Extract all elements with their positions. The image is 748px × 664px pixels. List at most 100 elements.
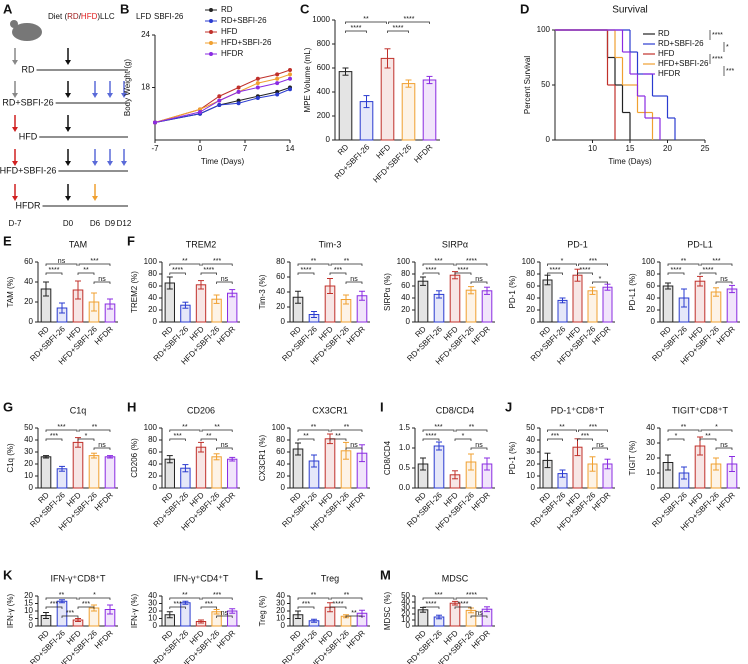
y-tick-label: 20 — [526, 305, 535, 314]
sig-label: ns — [58, 258, 66, 265]
x-axis-label: Time (Days) — [201, 157, 245, 166]
y-axis-label: C1q (%) — [6, 443, 15, 473]
panel-letter: A — [3, 1, 13, 16]
sig-label: *** — [213, 592, 221, 599]
y-tick-label: 24 — [141, 30, 150, 39]
y-axis-label: SIRPα (%) — [383, 273, 392, 311]
bar — [694, 280, 706, 323]
sig-label: **** — [404, 16, 415, 23]
y-tick-label: 10 — [24, 471, 33, 480]
sig-bracket — [345, 30, 367, 33]
y-axis-label: MPE Volume (mL) — [303, 47, 312, 112]
sig-bracket — [329, 438, 347, 441]
x-tick-label: HFDR — [93, 324, 115, 346]
sig-bracket — [169, 263, 201, 266]
panel-title: Treg — [321, 573, 339, 583]
y-tick-label: 30 — [646, 438, 655, 447]
panel-title: IFN-γ⁺CD8⁺T — [51, 573, 107, 583]
marker — [255, 85, 260, 90]
arrow-head — [12, 196, 18, 201]
sig-label: ns — [475, 442, 483, 449]
sig-label: ** — [344, 424, 350, 431]
y-tick-label: 20 — [24, 591, 33, 600]
y-tick-label: 100 — [522, 257, 536, 266]
y-tick-label: 40 — [526, 435, 535, 444]
y-axis-label: CX3CR1 (%) — [258, 435, 267, 482]
bar — [417, 280, 429, 323]
x-tick-label: 10 — [588, 144, 597, 153]
marker — [288, 68, 292, 72]
y-tick-label: 60 — [401, 281, 410, 290]
y-tick-label: 40 — [526, 293, 535, 302]
sig-label: ** — [559, 424, 565, 431]
y-tick-label: 10 — [646, 468, 655, 477]
y-tick-label: 0 — [281, 317, 286, 326]
y-tick-label: 0 — [651, 317, 656, 326]
panel-letter: M — [380, 567, 391, 582]
y-tick-label: 0 — [651, 483, 656, 492]
sig-label: * — [715, 424, 718, 431]
y-tick-label: 20 — [276, 606, 285, 615]
bar — [164, 458, 175, 489]
sig-label: *** — [334, 267, 342, 274]
sig-bracket — [422, 438, 440, 441]
sig-label: **** — [333, 601, 344, 608]
sig-label: *** — [205, 601, 213, 608]
y-tick-label: 50 — [401, 591, 410, 600]
y-tick-label: 100 — [272, 423, 286, 432]
sig-bracket — [45, 263, 78, 266]
sig-label: * — [675, 433, 678, 440]
sig-label: *** — [434, 592, 442, 599]
sig-label: *** — [589, 258, 597, 265]
sig-label: *** — [174, 433, 182, 440]
sig-label: **** — [301, 267, 312, 274]
y-tick-label: 1.5 — [399, 423, 411, 432]
sig-bracket — [297, 429, 330, 432]
sig-label: *** — [82, 601, 90, 608]
panel-title: TIGIT⁺CD8⁺T — [672, 405, 729, 415]
sig-label: * — [85, 433, 88, 440]
bar — [380, 57, 395, 141]
x-tick-label: HFDR — [412, 142, 434, 164]
y-tick-label: 20 — [646, 453, 655, 462]
day-label: D12 — [117, 219, 132, 228]
marker — [255, 76, 260, 81]
legend-label: RD — [658, 29, 670, 38]
y-tick-label: 800 — [317, 39, 331, 48]
panel-title: TAM — [69, 239, 87, 249]
y-tick-label: 30 — [148, 599, 157, 608]
y-tick-label: 10 — [276, 614, 285, 623]
bar — [227, 292, 238, 323]
diet-rd: RD — [67, 12, 79, 21]
sig-bracket — [387, 30, 409, 33]
bar — [195, 446, 207, 489]
sig-label: ** — [206, 433, 212, 440]
sig-label: **** — [393, 25, 404, 32]
sig-label: ** — [335, 433, 341, 440]
marker — [255, 96, 260, 100]
y-axis-label: TREM2 (%) — [130, 271, 139, 313]
sig-label: *** — [174, 601, 182, 608]
x-tick-label: HFDR — [470, 490, 492, 512]
sig-bracket — [592, 281, 608, 284]
sig-bracket — [470, 615, 488, 618]
y-tick-label: 0 — [531, 483, 536, 492]
bar — [465, 289, 477, 323]
sig-bracket — [547, 263, 577, 266]
sig-bracket — [45, 272, 63, 275]
panel-title: IFN-γ⁺CD4⁺T — [174, 573, 230, 583]
y-tick-label: 20 — [646, 305, 655, 314]
sig-label: *** — [50, 433, 58, 440]
sig-label: **** — [580, 267, 591, 274]
arrow-head — [92, 93, 98, 98]
sig-bracket — [422, 429, 455, 432]
panel-letter: D — [520, 1, 529, 16]
sig-bracket — [45, 438, 63, 441]
y-tick-label: 60 — [148, 447, 157, 456]
sig-bracket — [216, 281, 233, 284]
bar — [72, 441, 84, 489]
sig-bracket — [78, 597, 111, 600]
sig-label: *** — [57, 424, 65, 431]
sig-label: *** — [434, 258, 442, 265]
y-tick-label: 0 — [546, 135, 551, 144]
